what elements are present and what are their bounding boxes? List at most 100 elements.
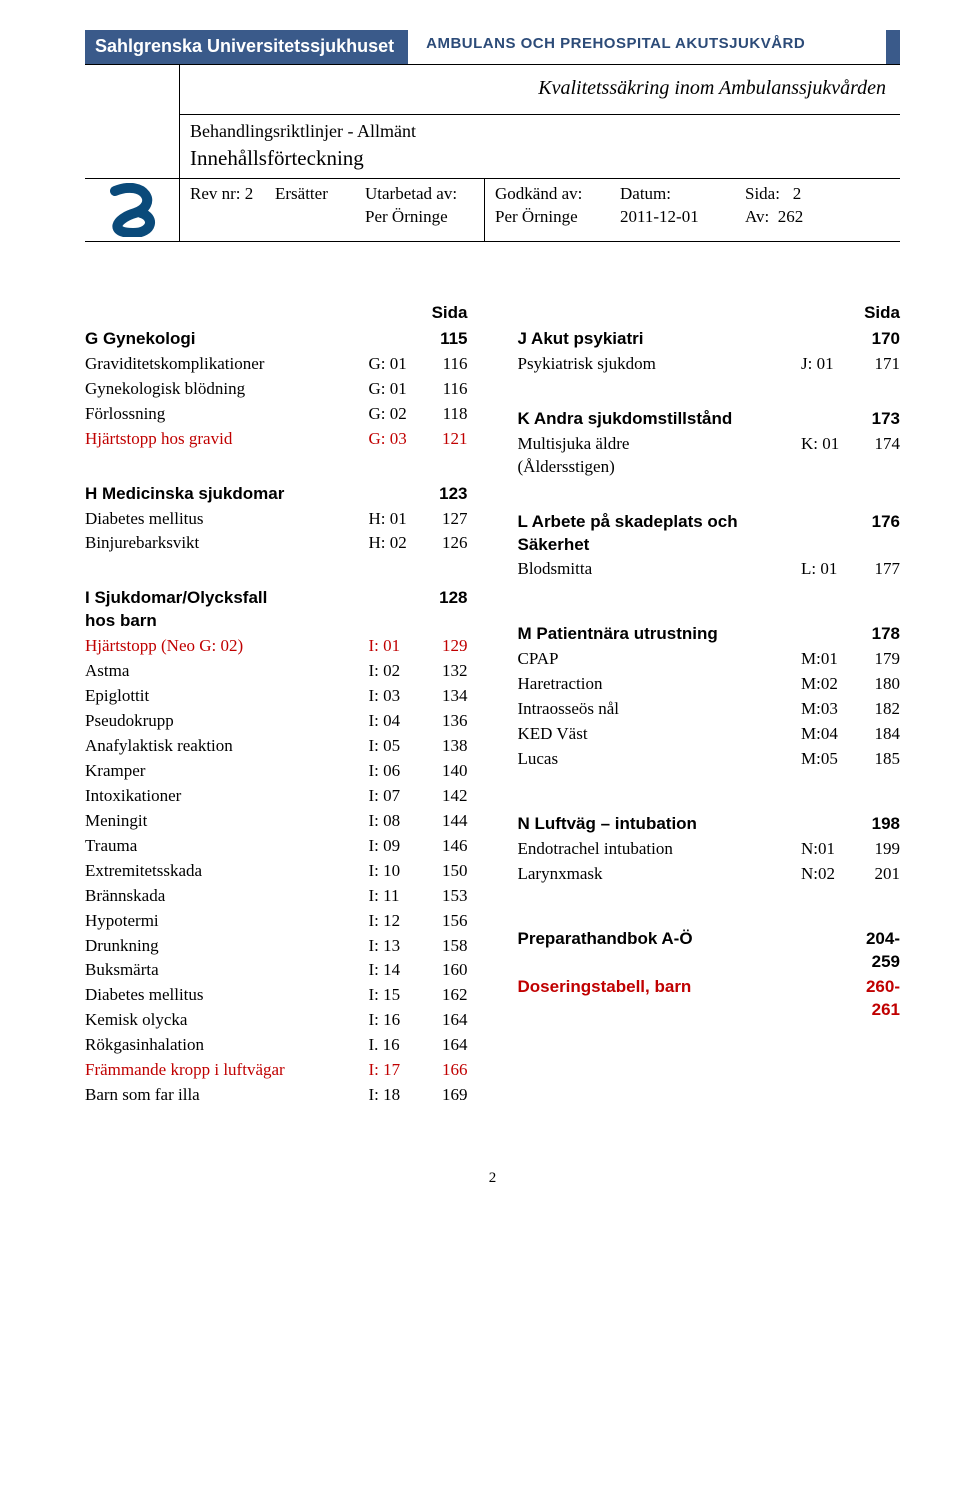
toc-entry-page: 166: [418, 1058, 468, 1083]
toc-entry-name: Trauma: [85, 834, 363, 859]
sida-header-left: Sida: [85, 302, 468, 325]
meta-godkand: Godkänd av: Per Örninge: [485, 179, 610, 241]
toc-entry: TraumaI: 09146: [85, 834, 468, 859]
toc-entry-code: M:03: [795, 697, 850, 722]
org-name-right: AMBULANS OCH PREHOSPITAL AKUTSJUKVÅRD: [408, 30, 880, 64]
toc-table-right: J Akut psykiatri170Psykiatrisk sjukdomJ:…: [518, 327, 901, 1023]
toc-entry: Gynekologisk blödningG: 01116: [85, 377, 468, 402]
toc-entry-page: 134: [418, 684, 468, 709]
toc-entry-name: Graviditetskomplikationer: [85, 352, 363, 377]
toc-entry-name: Psykiatrisk sjukdom: [518, 352, 796, 377]
toc-right-column: Sida J Akut psykiatri170Psykiatrisk sjuk…: [518, 302, 901, 1108]
toc-entry-page: 156: [418, 909, 468, 934]
toc-entry-name: Anafylaktisk reaktion: [85, 734, 363, 759]
toc-entry-name: Barn som far illa: [85, 1083, 363, 1108]
toc-entry: Hjärtstopp hos gravidG: 03121: [85, 427, 468, 452]
toc-entry-page: 138: [418, 734, 468, 759]
toc-section-header: G Gynekologi115: [85, 327, 468, 352]
toc-section-page: 204-259: [850, 927, 900, 975]
toc-entry-page: 185: [850, 747, 900, 772]
toc-entry: BuksmärtaI: 14160: [85, 958, 468, 983]
toc-section-name: G Gynekologi: [85, 327, 418, 352]
toc-entry: RökgasinhalationI. 16164: [85, 1033, 468, 1058]
toc-entry-name: Binjurebarksvikt: [85, 531, 363, 556]
toc-entry: Anafylaktisk reaktionI: 05138: [85, 734, 468, 759]
toc-section-page: 173: [850, 407, 900, 432]
toc-entry-code: I: 06: [363, 759, 418, 784]
toc-entry-code: I: 04: [363, 709, 418, 734]
toc-entry: BrännskadaI: 11153: [85, 884, 468, 909]
toc-entry-page: 150: [418, 859, 468, 884]
doc-subtitle: Behandlingsriktlinjer - Allmänt: [190, 119, 900, 143]
toc-entry-page: 164: [418, 1033, 468, 1058]
toc-entry: EpiglottitI: 03134: [85, 684, 468, 709]
toc-entry: LucasM:05185: [518, 747, 901, 772]
toc-entry-name: Astma: [85, 659, 363, 684]
toc-entry: LarynxmaskN:02201: [518, 862, 901, 887]
toc-entry-name: Buksmärta: [85, 958, 363, 983]
toc-section-header: L Arbete på skadeplats och Säkerhet176: [518, 510, 901, 558]
toc-entry-page: 121: [418, 427, 468, 452]
toc-content: Sida G Gynekologi115Graviditetskomplikat…: [85, 242, 900, 1108]
toc-entry-name: Hjärtstopp (Neo G: 02): [85, 634, 363, 659]
toc-entry-page: 162: [418, 983, 468, 1008]
toc-entry: Främmande kropp i luftvägarI: 17166: [85, 1058, 468, 1083]
meta-godkand-value: Per Örninge: [495, 206, 600, 229]
toc-entry: Diabetes mellitusI: 15162: [85, 983, 468, 1008]
toc-entry-name: Extremitetsskada: [85, 859, 363, 884]
toc-entry-name: Brännskada: [85, 884, 363, 909]
toc-entry: KramperI: 06140: [85, 759, 468, 784]
toc-entry: DrunkningI: 13158: [85, 934, 468, 959]
toc-entry: BlodsmittaL: 01177: [518, 557, 901, 582]
toc-entry-page: 126: [418, 531, 468, 556]
toc-entry-code: I: 15: [363, 983, 418, 1008]
toc-entry-code: L: 01: [795, 557, 850, 582]
toc-entry-name: Multisjuka äldre (Åldersstigen): [518, 432, 796, 480]
toc-entry-name: Haretraction: [518, 672, 796, 697]
toc-entry-name: Lucas: [518, 747, 796, 772]
toc-section-header: K Andra sjukdomstillstånd173: [518, 407, 901, 432]
meta-row: Rev nr: 2 Ersätter Utarbetad av: Per Örn…: [85, 179, 900, 242]
toc-entry-page: 160: [418, 958, 468, 983]
toc-entry: MeningitI: 08144: [85, 809, 468, 834]
toc-entry: HaretractionM:02180: [518, 672, 901, 697]
org-banner: Sahlgrenska Universitetssjukhuset AMBULA…: [85, 30, 900, 65]
toc-section-name: M Patientnära utrustning: [518, 622, 851, 647]
toc-section-header: J Akut psykiatri170: [518, 327, 901, 352]
toc-entry-name: Drunkning: [85, 934, 363, 959]
toc-entry: IntoxikationerI: 07142: [85, 784, 468, 809]
toc-entry: Diabetes mellitusH: 01127: [85, 507, 468, 532]
banner-edge: [886, 30, 900, 64]
toc-entry-name: Meningit: [85, 809, 363, 834]
toc-section-page: 170: [850, 327, 900, 352]
meta-godkand-label: Godkänd av:: [495, 183, 600, 206]
toc-entry-page: 182: [850, 697, 900, 722]
toc-entry-name: CPAP: [518, 647, 796, 672]
toc-entry-code: M:04: [795, 722, 850, 747]
toc-section-name: Preparathandbok A-Ö: [518, 927, 851, 975]
toc-entry-name: Hypotermi: [85, 909, 363, 934]
qa-title: Kvalitetssäkring inom Ambulanssjukvården: [180, 65, 900, 115]
meta-sida: Sida: 2 Av: 262: [735, 179, 900, 241]
toc-entry-name: KED Väst: [518, 722, 796, 747]
toc-entry-page: 136: [418, 709, 468, 734]
toc-entry-page: 169: [418, 1083, 468, 1108]
logo-cell: [85, 179, 180, 241]
page-number-footer: 2: [85, 1108, 900, 1188]
toc-entry-name: Rökgasinhalation: [85, 1033, 363, 1058]
toc-entry-page: 116: [418, 377, 468, 402]
toc-entry: Intraosseös nålM:03182: [518, 697, 901, 722]
toc-entry: Psykiatrisk sjukdomJ: 01171: [518, 352, 901, 377]
toc-entry-code: I: 12: [363, 909, 418, 934]
toc-section-header: N Luftväg – intubation198: [518, 812, 901, 837]
toc-entry-name: Förlossning: [85, 402, 363, 427]
meta-ersatter: Ersätter: [265, 179, 355, 241]
toc-entry-code: I: 17: [363, 1058, 418, 1083]
toc-section-name: I Sjukdomar/Olycksfall hos barn: [85, 586, 418, 634]
toc-section-header: Doseringstabell, barn260-261: [518, 975, 901, 1023]
toc-entry-code: J: 01: [795, 352, 850, 377]
toc-section-header: I Sjukdomar/Olycksfall hos barn128: [85, 586, 468, 634]
toc-entry-code: I: 02: [363, 659, 418, 684]
toc-section-page: 198: [850, 812, 900, 837]
toc-section-page: 176: [850, 510, 900, 558]
